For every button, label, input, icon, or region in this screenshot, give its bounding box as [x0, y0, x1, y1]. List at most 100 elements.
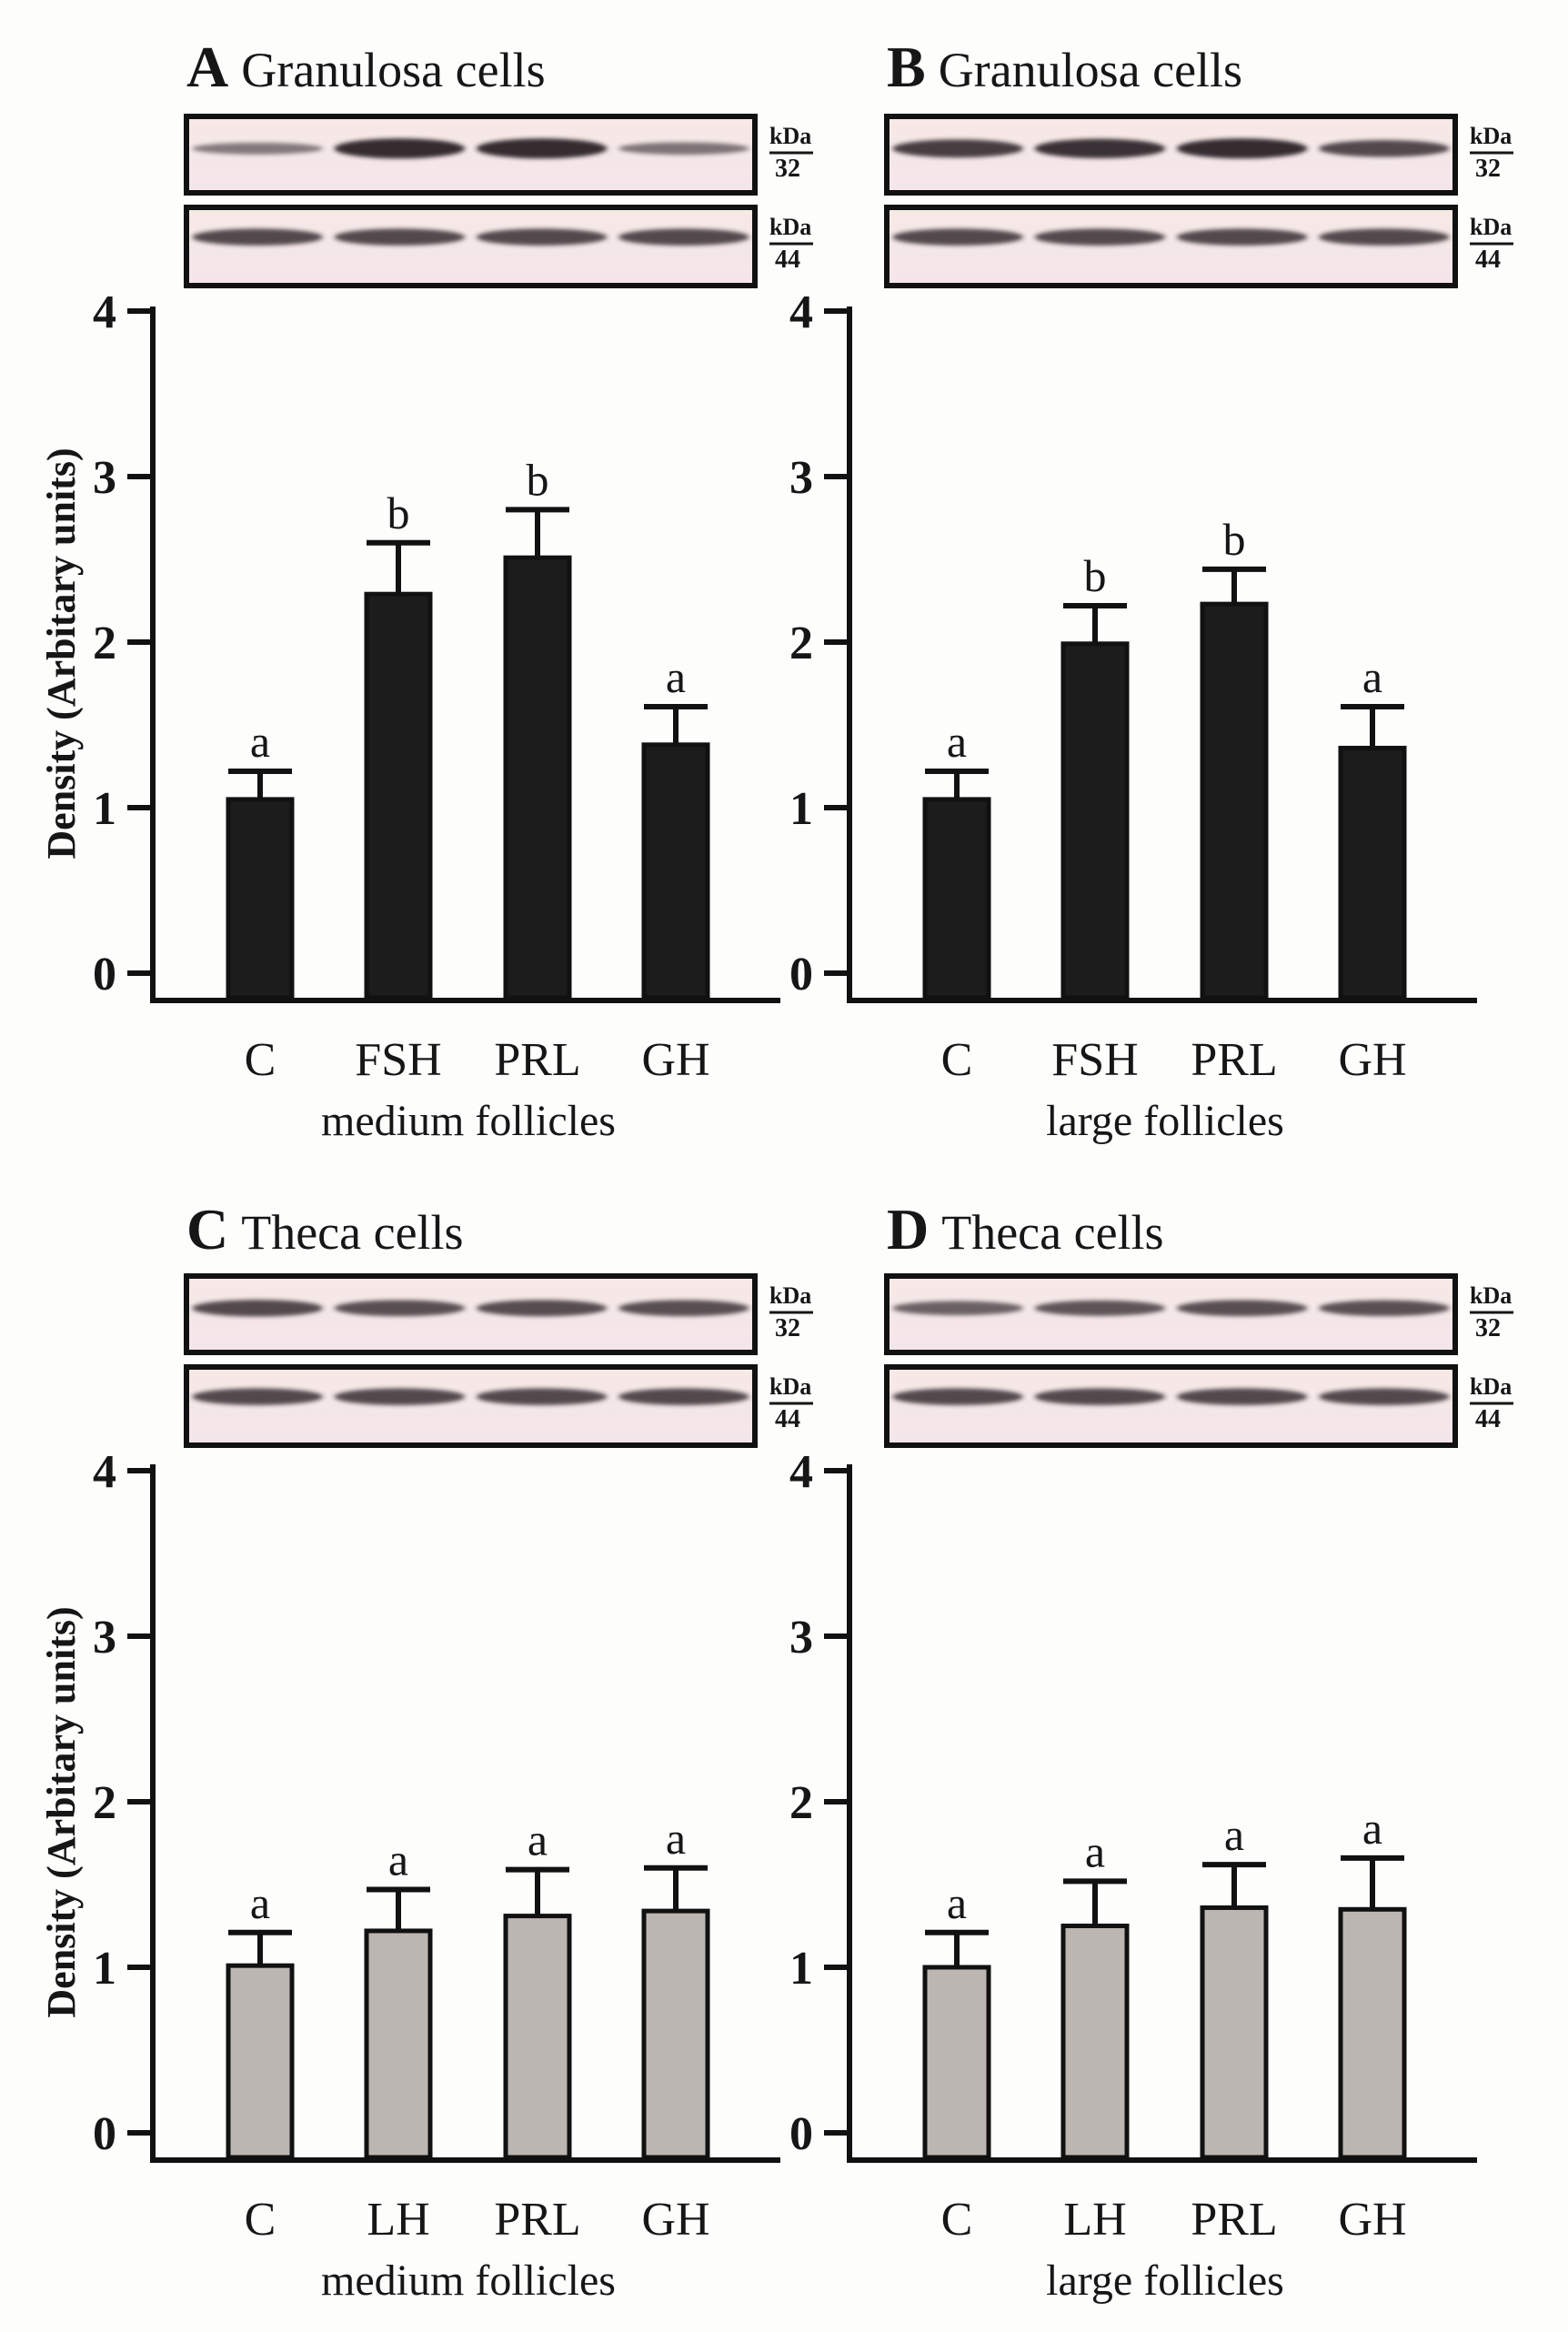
bar-group-prl: a PRL [1191, 1809, 1277, 2246]
y-tick-label: 1 [93, 1943, 116, 1995]
blot-band [618, 228, 749, 246]
significance-letter: a [1224, 1809, 1244, 1860]
blot-strip-32kda: kDa 32 [884, 114, 1513, 196]
kda-value: 32 [775, 1314, 800, 1342]
blot-band [334, 138, 466, 159]
x-axis-label: large follicles [1046, 1097, 1284, 1145]
significance-letter: b [1223, 514, 1246, 565]
blot-band [618, 1388, 749, 1405]
kda-value: 32 [1475, 1314, 1501, 1342]
panel-a-title: A Granulosa cells [186, 35, 546, 99]
x-axis-label: medium follicles [321, 1097, 616, 1145]
blot-frame [184, 1364, 758, 1448]
bar-group-prl: b PRL [494, 454, 580, 1086]
kda-label: kDa [769, 1282, 811, 1309]
blot-band [334, 228, 466, 246]
blot-strip-44kda: kDa 44 [884, 205, 1513, 288]
x-tick-label: LH [1063, 2194, 1126, 2246]
significance-letter: a [250, 1877, 270, 1928]
panel-d: D Theca cellskDa32kDa4401234aCaLHaPRLaGHl… [789, 1197, 1513, 2305]
x-tick-label: LH [367, 2194, 429, 2246]
y-tick-label: 0 [789, 949, 813, 1000]
bar-group-gh: a GH [641, 1813, 709, 2246]
bar [922, 1965, 991, 2160]
blot-band [892, 1301, 1023, 1316]
kda-label: kDa [1470, 1282, 1512, 1309]
x-tick-label: PRL [1191, 2194, 1277, 2246]
y-tick-label: 0 [93, 949, 116, 1000]
blot-band [892, 1388, 1023, 1405]
blot-band [476, 138, 608, 159]
x-tick-label: C [941, 2194, 973, 2246]
blot-band [192, 1388, 323, 1405]
panel-b: B Granulosa cellskDa32kDa4401234aCbFSHbPR… [789, 35, 1513, 1145]
bar [1338, 745, 1407, 1000]
kda-label: kDa [769, 214, 811, 240]
blot-strip-44kda: kDa 44 [184, 205, 813, 288]
panel-a-title-text: Granulosa cells [241, 43, 545, 97]
significance-letter: a [250, 716, 270, 767]
y-tick-label: 3 [93, 452, 116, 504]
blot-band [1176, 228, 1308, 246]
x-axis-label: medium follicles [321, 2257, 616, 2305]
bar [226, 1963, 295, 2160]
x-tick-label: PRL [494, 1034, 580, 1086]
y-tick-label: 2 [789, 618, 813, 669]
bar-group-c: aC [922, 716, 991, 1086]
significance-letter: a [947, 716, 967, 767]
blot-band [334, 1388, 466, 1405]
y-tick-label: 3 [789, 452, 813, 504]
significance-letter: a [1362, 1803, 1382, 1854]
y-tick-label: 4 [93, 1446, 116, 1498]
x-tick-label: C [245, 1034, 276, 1086]
blot-band [1319, 1388, 1450, 1405]
blot-frame [884, 1364, 1458, 1448]
y-tick-label: 2 [93, 1777, 116, 1829]
bar-group-c: aC [226, 1877, 295, 2246]
y-tick-label: 1 [789, 783, 813, 835]
blot-band [892, 139, 1023, 158]
x-tick-label: FSH [355, 1034, 441, 1086]
bar-group-lh: a LH [364, 1834, 433, 2246]
panel-c-title-text: Theca cells [241, 1205, 463, 1260]
y-tick-label: 4 [789, 1446, 813, 1498]
kda-value: 44 [775, 246, 800, 274]
y-tick-label: 0 [789, 2108, 813, 2160]
blot-band [1034, 1300, 1166, 1316]
significance-letter: a [1362, 651, 1382, 702]
blot-band [1319, 140, 1450, 157]
x-tick-label: GH [641, 2194, 709, 2246]
y-tick-label: 4 [789, 286, 813, 338]
blot-strip-44kda: kDa 44 [884, 1364, 1513, 1448]
blot-band [618, 1300, 749, 1317]
y-tick-label: 2 [789, 1777, 813, 1829]
bar [922, 797, 991, 1000]
x-tick-label: PRL [1191, 1034, 1277, 1086]
panel-c-letter: C [186, 1197, 228, 1261]
bar-group-lh: a LH [1060, 1825, 1130, 2246]
blot-strip-44kda: kDa 44 [184, 1364, 813, 1448]
significance-letter: a [666, 651, 686, 702]
x-tick-label: C [941, 1034, 973, 1086]
kda-value: 32 [775, 155, 800, 183]
bar [641, 742, 710, 1000]
bar [1200, 601, 1269, 1000]
kda-value: 44 [1475, 246, 1501, 274]
blot-band [192, 1300, 323, 1317]
blot-band [1319, 228, 1450, 246]
y-tick-label: 2 [93, 618, 116, 669]
bar [364, 1928, 433, 2160]
panel-c-title: C Theca cells [186, 1197, 464, 1261]
bar [226, 797, 295, 1000]
kda-label: kDa [1470, 1373, 1512, 1400]
x-tick-label: GH [1338, 1034, 1406, 1086]
bar-group-prl: b PRL [1191, 514, 1277, 1086]
panel-b-letter: B [887, 35, 926, 99]
blot-frame [184, 114, 758, 196]
y-tick-label: 0 [93, 2108, 116, 2160]
x-tick-label: GH [1338, 2194, 1406, 2246]
blot-band [476, 228, 608, 246]
bar [503, 555, 572, 1000]
bar [364, 591, 433, 1000]
